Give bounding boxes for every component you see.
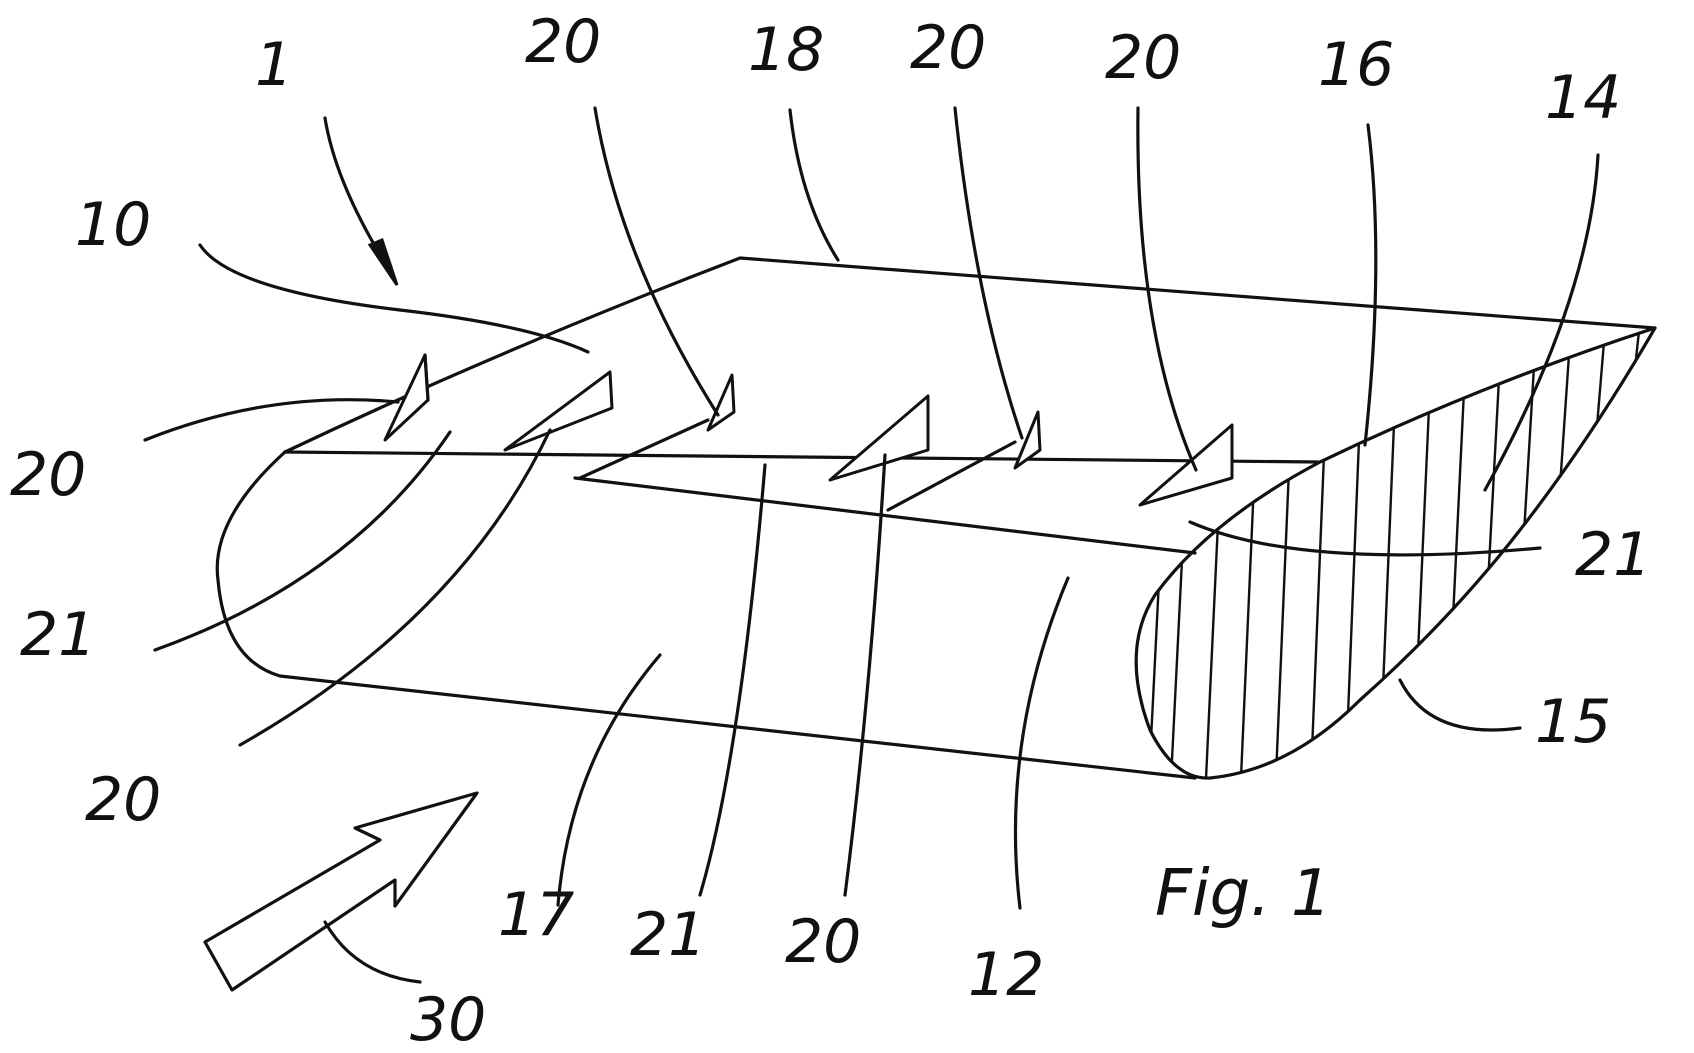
inflow-arrow <box>203 791 479 992</box>
label-20-bottom: 20 <box>785 907 861 977</box>
vortex-generator-4 <box>828 394 930 482</box>
reference-labels: 1 10 20 18 20 20 16 14 20 21 21 15 20 17… <box>10 7 1651 1053</box>
leader-lines <box>143 106 1600 984</box>
vortex-generator-3 <box>706 373 736 432</box>
vortex-generators <box>383 353 1234 512</box>
label-20-left: 20 <box>10 440 86 510</box>
reference-arrow-1 <box>323 116 399 286</box>
label-20-top-1: 20 <box>525 7 601 77</box>
vortex-generator-5 <box>1013 410 1042 470</box>
wing-body <box>215 256 1657 780</box>
label-30: 30 <box>410 985 486 1053</box>
label-21-right: 21 <box>1575 520 1651 590</box>
vortex-generator-1 <box>383 353 430 442</box>
label-10: 10 <box>75 190 151 260</box>
vortex-generator-6 <box>1138 423 1234 507</box>
figure-caption: Fig. 1 <box>1155 857 1332 931</box>
label-15: 15 <box>1535 687 1611 757</box>
label-16: 16 <box>1318 30 1394 100</box>
label-21-bottom: 21 <box>630 900 706 970</box>
label-20-top-3: 20 <box>1105 23 1181 93</box>
label-17: 17 <box>498 880 574 950</box>
label-18: 18 <box>748 15 824 85</box>
vortex-generator-2 <box>503 370 614 452</box>
label-12: 12 <box>968 940 1044 1010</box>
label-20-lower-left: 20 <box>85 765 161 835</box>
label-1: 1 <box>255 30 293 100</box>
label-21-left: 21 <box>20 600 96 670</box>
label-20-top-2: 20 <box>910 13 986 83</box>
label-14: 14 <box>1545 63 1621 133</box>
